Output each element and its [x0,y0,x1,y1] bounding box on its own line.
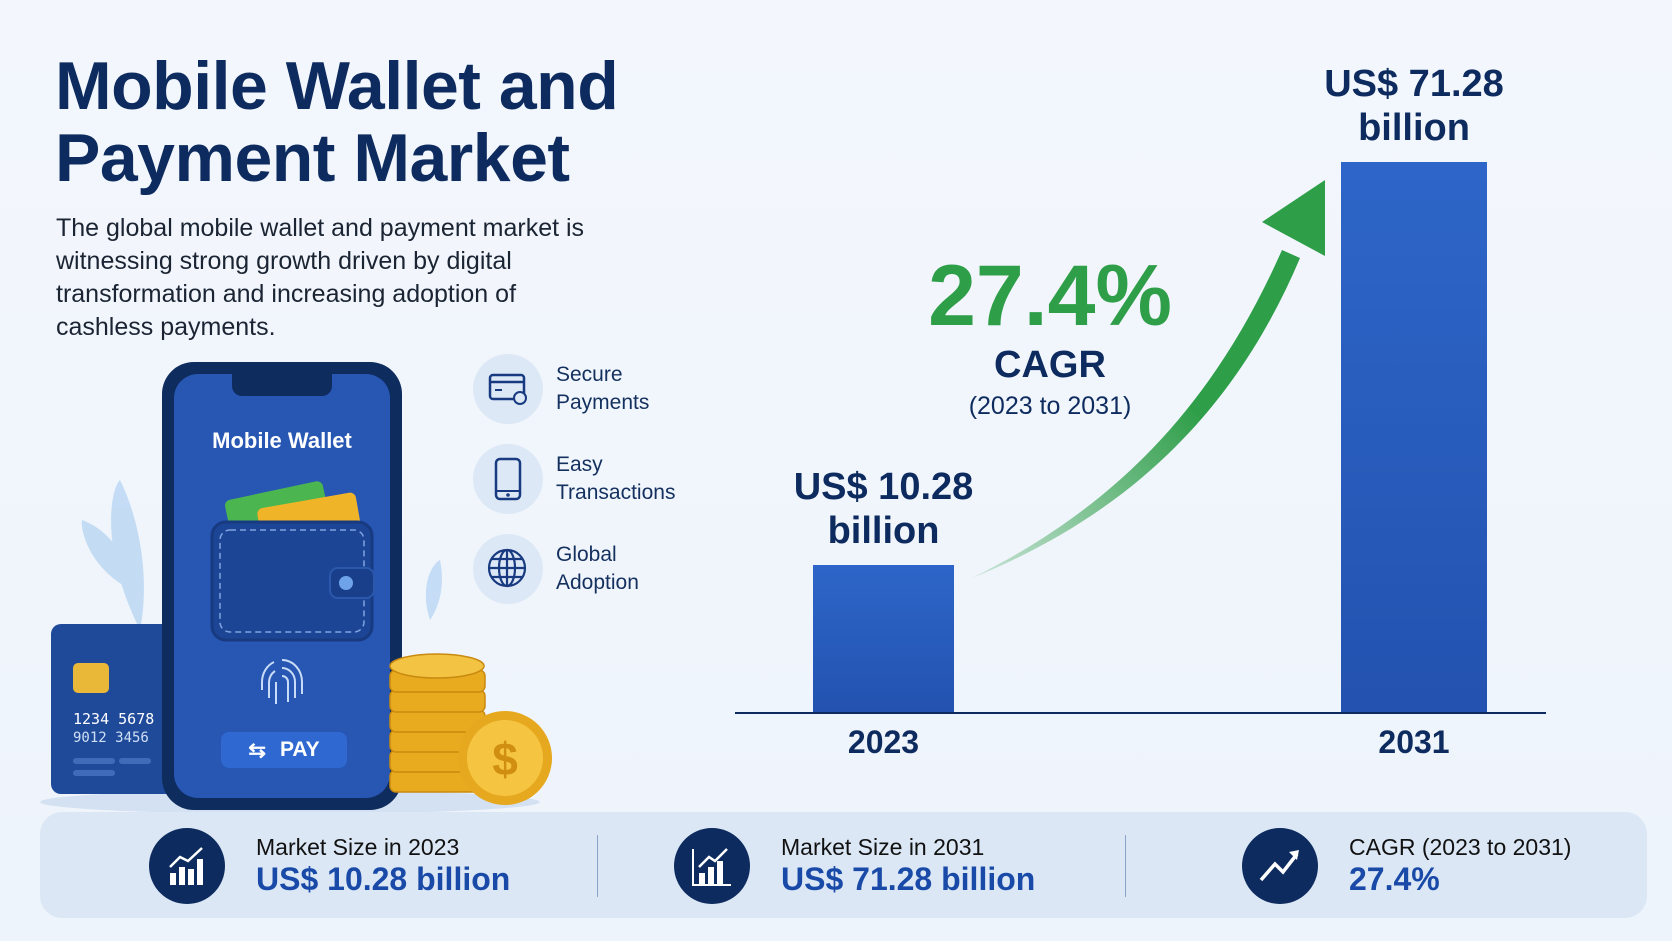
x-tick-2031: 2031 [1378,724,1450,760]
title-line-1: Mobile Wallet and [55,48,619,124]
cagr-arrow-icon [972,180,1325,578]
wallet-icon [210,481,375,642]
credit-card-lock-icon [473,354,543,424]
feature-label: Adoption [556,571,639,594]
feature-label: Transactions [556,481,676,504]
feature-list: Secure Payments Easy Transactions Global Ad… [473,354,675,604]
title-line-2: Payment Market [55,120,570,196]
divider [597,835,598,897]
bar-2031 [1341,162,1487,712]
data-label-value: US$ 71.28 [1324,63,1504,105]
data-label-unit: billion [827,509,940,552]
bar-2023 [813,564,954,712]
stat-market-2023: Market Size in 2023 US$ 10.28 billion [149,828,510,904]
stat-cagr: CAGR (2023 to 2031) 27.4% [1242,828,1571,904]
stat-value: 27.4% [1349,861,1440,897]
cagr-label: CAGR [994,344,1106,386]
fingerprint-icon [261,659,303,704]
bar-chart-growth-icon [674,828,750,904]
stat-label: Market Size in 2023 [256,834,460,860]
cagr-period: (2023 to 2031) [968,392,1132,420]
page-title: Mobile Wallet and Payment Market [55,48,619,196]
stat-value: US$ 10.28 billion [256,861,511,897]
svg-text:$: $ [492,733,518,785]
feature-label: Payments [556,391,650,414]
smartphone-icon [473,444,543,514]
divider [1125,835,1126,897]
chart-baseline [735,712,1546,714]
feature-item: Global Adoption [473,534,675,604]
data-label-unit: billion [1358,107,1470,149]
bar-chart-growth-icon [149,828,225,904]
cagr-annotation: 27.4% CAGR (2023 to 2031) [900,248,1200,426]
arrows-icon: ⇆ [248,738,266,762]
stats-panel [40,812,1647,918]
x-tick-2023: 2023 [847,724,920,760]
feature-label: Easy [556,453,603,476]
stat-market-2031: Market Size in 2031 US$ 71.28 billion [674,828,1035,904]
globe-icon [473,534,543,604]
feature-item: Easy Transactions [473,444,675,514]
pay-button[interactable]: ⇆ PAY [221,732,347,768]
data-label-value: US$ 10.28 [793,465,974,508]
feature-label: Secure [556,363,623,386]
description: The global mobile wallet and payment mar… [56,214,585,341]
phone-title: Mobile Wallet [212,428,352,453]
coins-icon: $ [389,653,552,805]
stat-label: CAGR (2023 to 2031) [1349,834,1572,860]
wallet-illustration: 1234 5678 9012 3456 Mobile Wallet [40,362,540,814]
feature-item: Secure Payments [473,354,675,424]
stat-label: Market Size in 2031 [781,834,985,860]
data-label-2031: US$ 71.28 billion [1284,62,1544,150]
card-number-1: 1234 5678 [73,710,154,728]
card-number-2: 9012 3456 [73,730,149,746]
data-label-2023: US$ 10.28 billion [754,465,1014,553]
leaf-icon [81,480,442,630]
feature-label: Global [556,543,617,566]
stat-value: US$ 71.28 billion [781,861,1036,897]
market-chart: US$ 10.28 billion US$ 71.28 billion 2023… [735,62,1546,760]
trend-up-icon [1242,828,1318,904]
cagr-value: 27.4% [928,248,1172,344]
